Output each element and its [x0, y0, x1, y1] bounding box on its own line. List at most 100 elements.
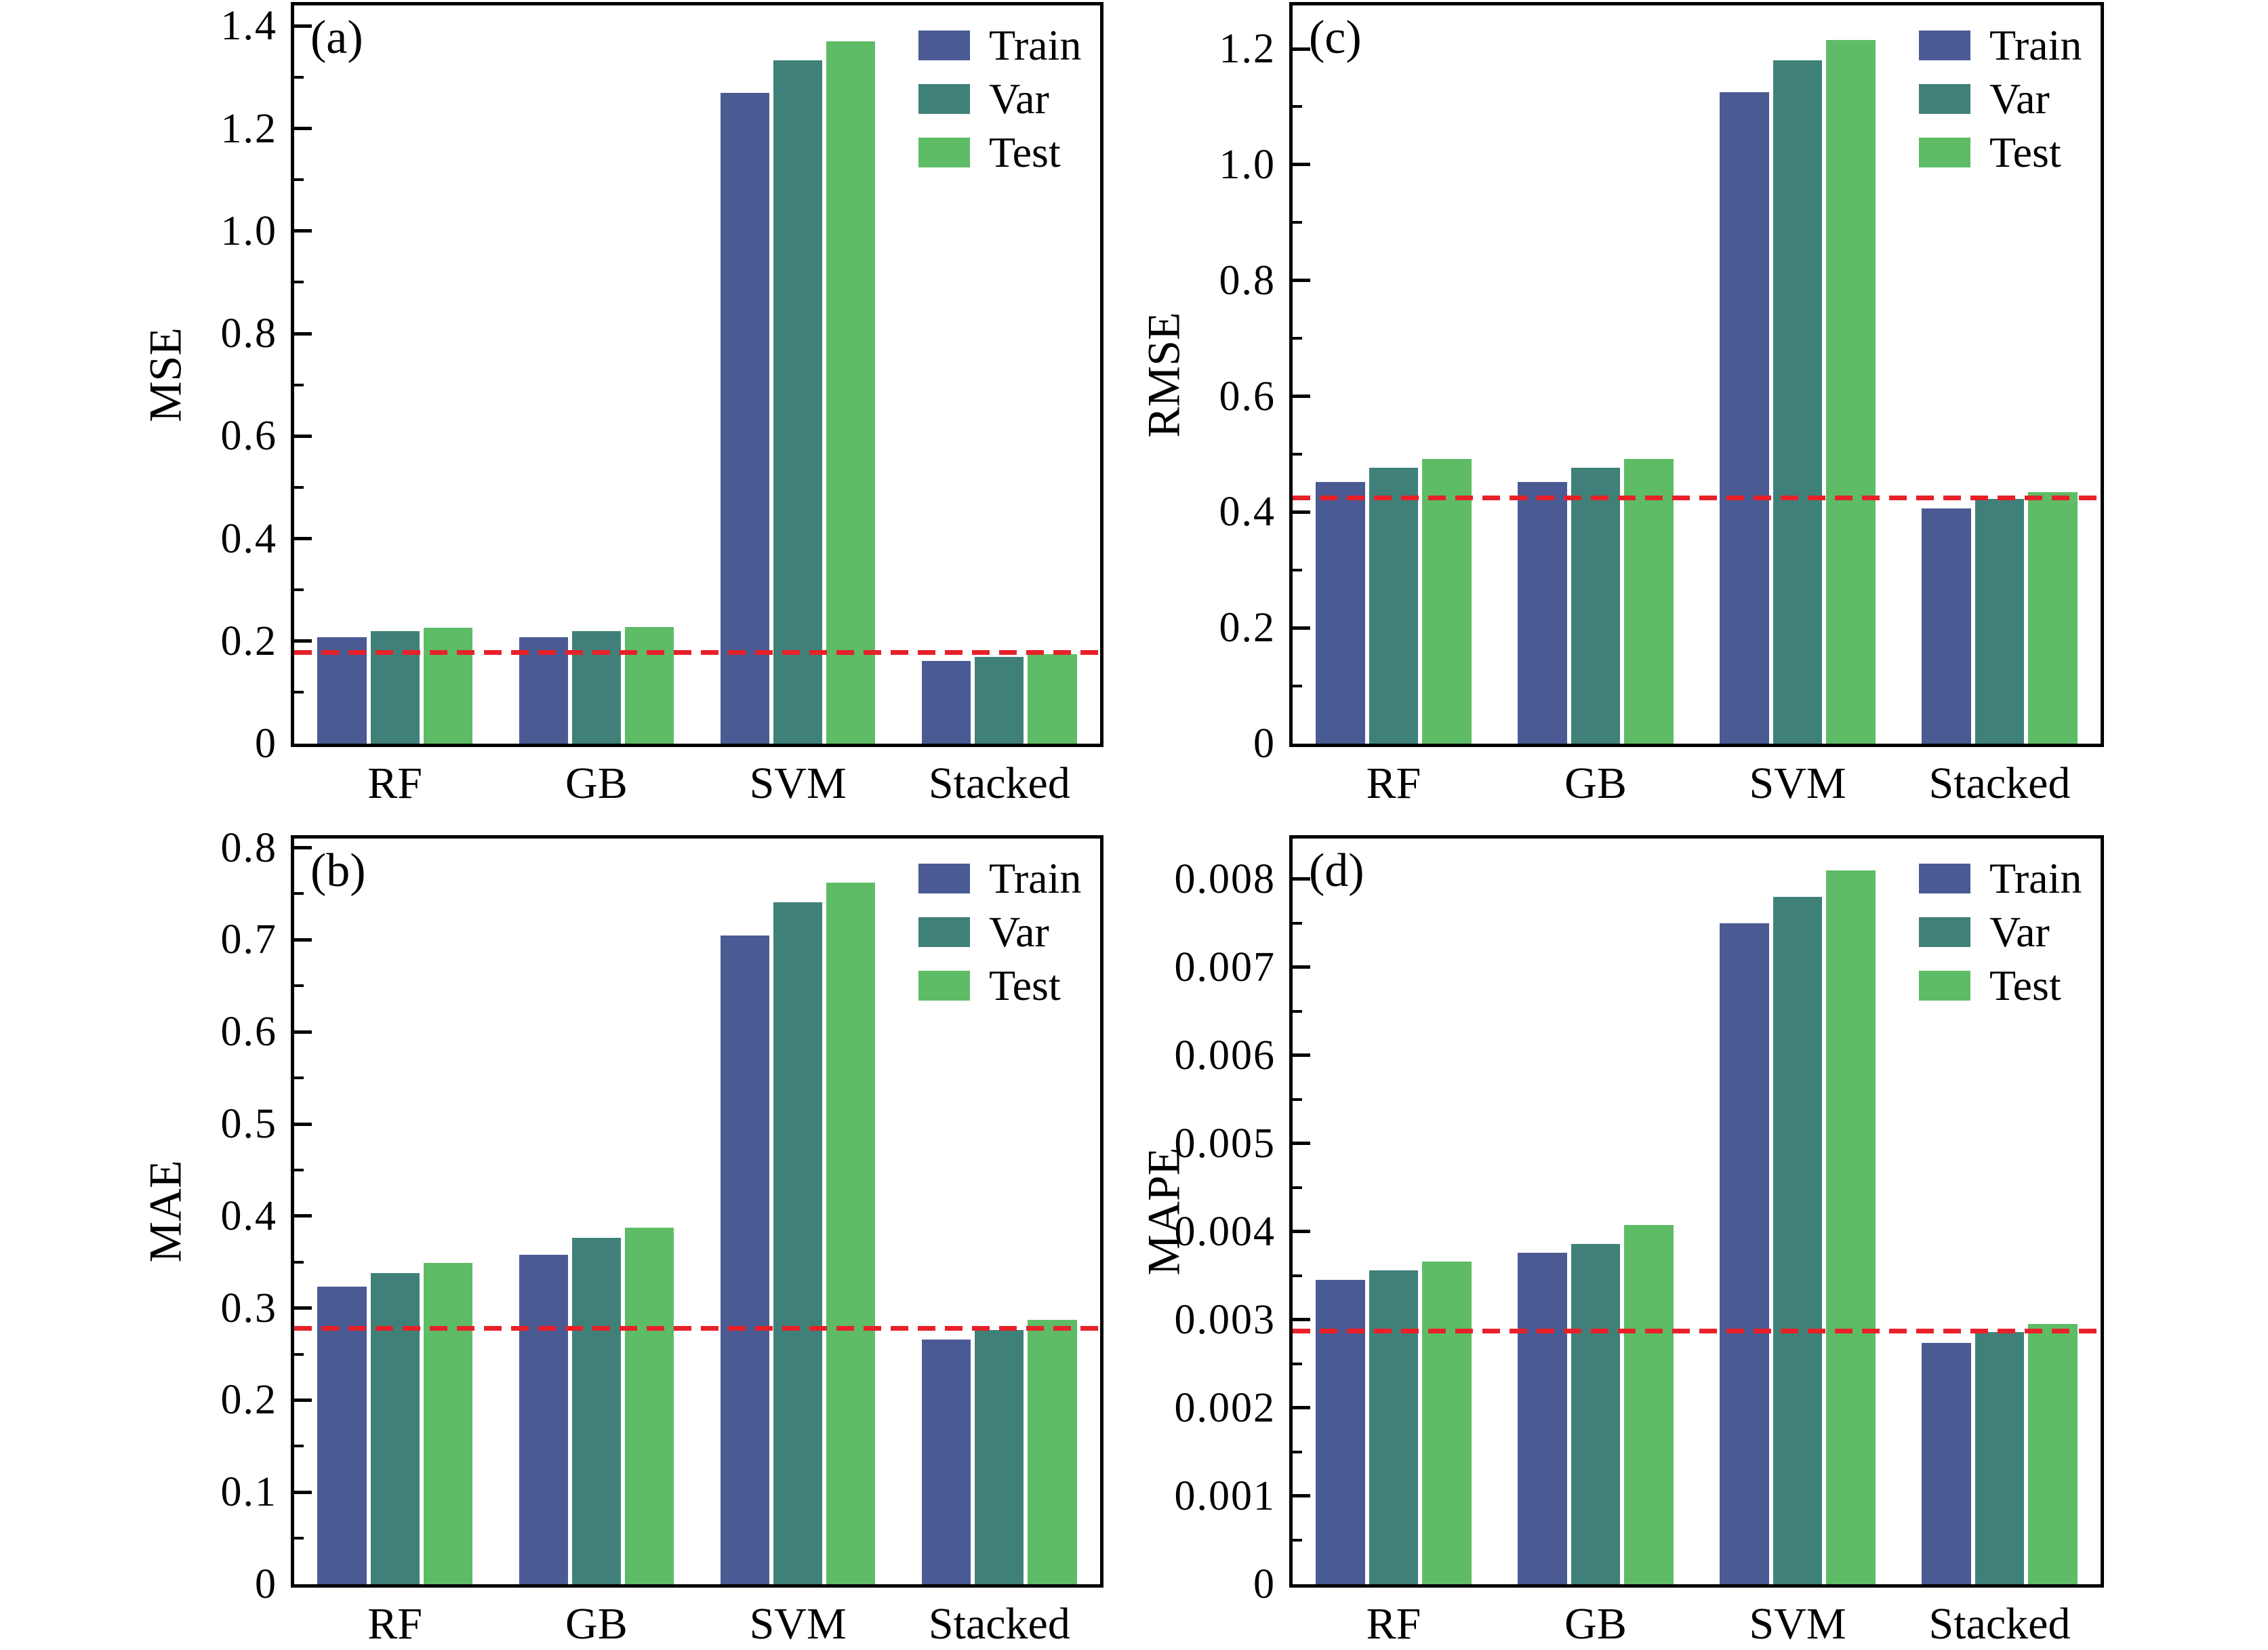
- y-major-tick: [294, 938, 312, 942]
- y-major-tick: [294, 331, 312, 336]
- bar-SVM-Var: [773, 60, 823, 744]
- y-tick-label: 1.2: [1219, 26, 1276, 73]
- bar-Stacked-Test: [1028, 654, 1077, 744]
- legend-swatch-var: [1919, 84, 1970, 114]
- y-minor-tick: [1293, 1450, 1302, 1453]
- legend-label: Var: [1989, 75, 2050, 123]
- legend-label: Train: [1989, 854, 2082, 902]
- plot-area-c: (c) Train Var Test: [1289, 2, 2104, 747]
- y-tick-label: 1.0: [1219, 141, 1276, 188]
- y-minor-tick: [294, 588, 304, 592]
- x-tick-label-Stacked: Stacked: [1928, 759, 2071, 808]
- bar-GB-Test: [624, 1228, 674, 1584]
- y-major-tick: [1293, 877, 1310, 881]
- legend-label: Train: [989, 21, 1082, 69]
- bar-RF-Var: [1369, 1270, 1419, 1584]
- bar-GB-Var: [571, 1238, 621, 1584]
- legend-label: Train: [989, 854, 1082, 902]
- bar-RF-Test: [1422, 458, 1472, 744]
- y-minor-tick: [294, 75, 304, 79]
- y-major-tick: [1293, 1318, 1310, 1322]
- bar-Stacked-Var: [1975, 498, 2025, 744]
- x-tick-label-SVM: SVM: [749, 759, 847, 808]
- y-tick-label: 0.003: [1174, 1296, 1276, 1343]
- x-tick-label-SVM: SVM: [749, 1599, 847, 1649]
- legend-label: Test: [1989, 961, 2061, 1009]
- y-axis-title: MAPE: [1137, 1147, 1190, 1276]
- bar-SVM-Var: [1773, 60, 1823, 744]
- x-tick-label-Stacked: Stacked: [928, 759, 1070, 808]
- y-major-tick: [1293, 1406, 1310, 1410]
- y-tick-label: 0.002: [1174, 1384, 1276, 1431]
- bar-SVM-Train: [1720, 923, 1769, 1584]
- bar-Stacked-Var: [1975, 1332, 2025, 1584]
- bar-Stacked-Train: [922, 660, 971, 744]
- y-minor-tick: [1293, 1362, 1302, 1365]
- plot-area-b: (b) Train Var Test: [291, 835, 1103, 1588]
- bar-GB-Test: [624, 627, 674, 744]
- y-minor-tick: [294, 1076, 304, 1080]
- y-minor-tick: [294, 1260, 304, 1264]
- baseline-dashed-line: [294, 649, 1100, 655]
- bar-SVM-Train: [720, 935, 770, 1584]
- y-minor-tick: [1293, 452, 1302, 456]
- y-tick-label: 1.0: [220, 207, 277, 254]
- y-major-tick: [1293, 395, 1310, 399]
- legend-item-var: Var: [1919, 77, 2050, 121]
- panel-letter: (b): [310, 845, 366, 897]
- bar-GB-Var: [1571, 467, 1621, 744]
- y-minor-tick: [294, 1445, 304, 1448]
- legend-item-var: Var: [918, 77, 1049, 121]
- x-tick-label-RF: RF: [367, 1599, 422, 1649]
- y-tick-label: 0.2: [220, 1377, 277, 1424]
- bar-GB-Train: [519, 637, 568, 744]
- y-tick-label: 0.8: [1219, 257, 1276, 304]
- bar-Stacked-Var: [975, 1330, 1024, 1584]
- legend-item-test: Test: [918, 130, 1061, 175]
- legend-swatch-train: [918, 864, 970, 893]
- y-tick-label: 1.4: [220, 3, 277, 49]
- x-tick-label-GB: GB: [565, 1599, 628, 1649]
- plot-area-a: (a) Train Var Test: [291, 2, 1103, 747]
- y-major-tick: [294, 639, 312, 643]
- bar-GB-Var: [571, 631, 621, 744]
- x-tick-label-GB: GB: [1564, 1599, 1627, 1649]
- bar-Stacked-Test: [2028, 492, 2078, 744]
- bar-GB-Var: [1571, 1244, 1621, 1584]
- x-tick-label-RF: RF: [1366, 759, 1421, 808]
- legend-item-train: Train: [1919, 856, 2082, 901]
- y-axis-title: RMSE: [1137, 311, 1190, 438]
- bar-RF-Var: [1369, 467, 1419, 744]
- y-minor-tick: [1293, 684, 1302, 687]
- bar-GB-Train: [1518, 1253, 1567, 1584]
- y-major-tick: [1293, 626, 1310, 630]
- y-tick-label: 0: [1253, 1561, 1276, 1607]
- y-major-tick: [1293, 965, 1310, 969]
- y-major-tick: [294, 846, 312, 850]
- y-minor-tick: [294, 984, 304, 988]
- x-tick-label-RF: RF: [367, 759, 422, 808]
- bar-SVM-Test: [826, 883, 876, 1584]
- panel-letter: (c): [1309, 12, 1362, 64]
- x-tick-label-Stacked: Stacked: [1928, 1599, 2071, 1649]
- y-axis-title: MSE: [139, 327, 191, 422]
- legend-item-var: Var: [1919, 910, 2050, 954]
- y-minor-tick: [294, 892, 304, 896]
- y-tick-label: 0.5: [220, 1100, 277, 1147]
- y-tick-label: 0.4: [220, 1192, 277, 1239]
- y-tick-label: 0.2: [1219, 605, 1276, 651]
- y-tick-label: 0.8: [220, 824, 277, 871]
- y-minor-tick: [294, 178, 304, 182]
- y-tick-label: 0.4: [220, 515, 277, 562]
- y-tick-label: 1.2: [220, 105, 277, 152]
- bar-RF-Train: [1316, 1280, 1365, 1584]
- y-major-tick: [294, 229, 312, 233]
- y-major-tick: [294, 1030, 312, 1034]
- y-major-tick: [1293, 510, 1310, 514]
- legend-label: Var: [1989, 908, 2050, 956]
- y-major-tick: [294, 434, 312, 438]
- y-tick-label: 0.4: [1219, 489, 1276, 536]
- legend-item-test: Test: [918, 963, 1061, 1008]
- y-tick-label: 0.7: [220, 917, 277, 963]
